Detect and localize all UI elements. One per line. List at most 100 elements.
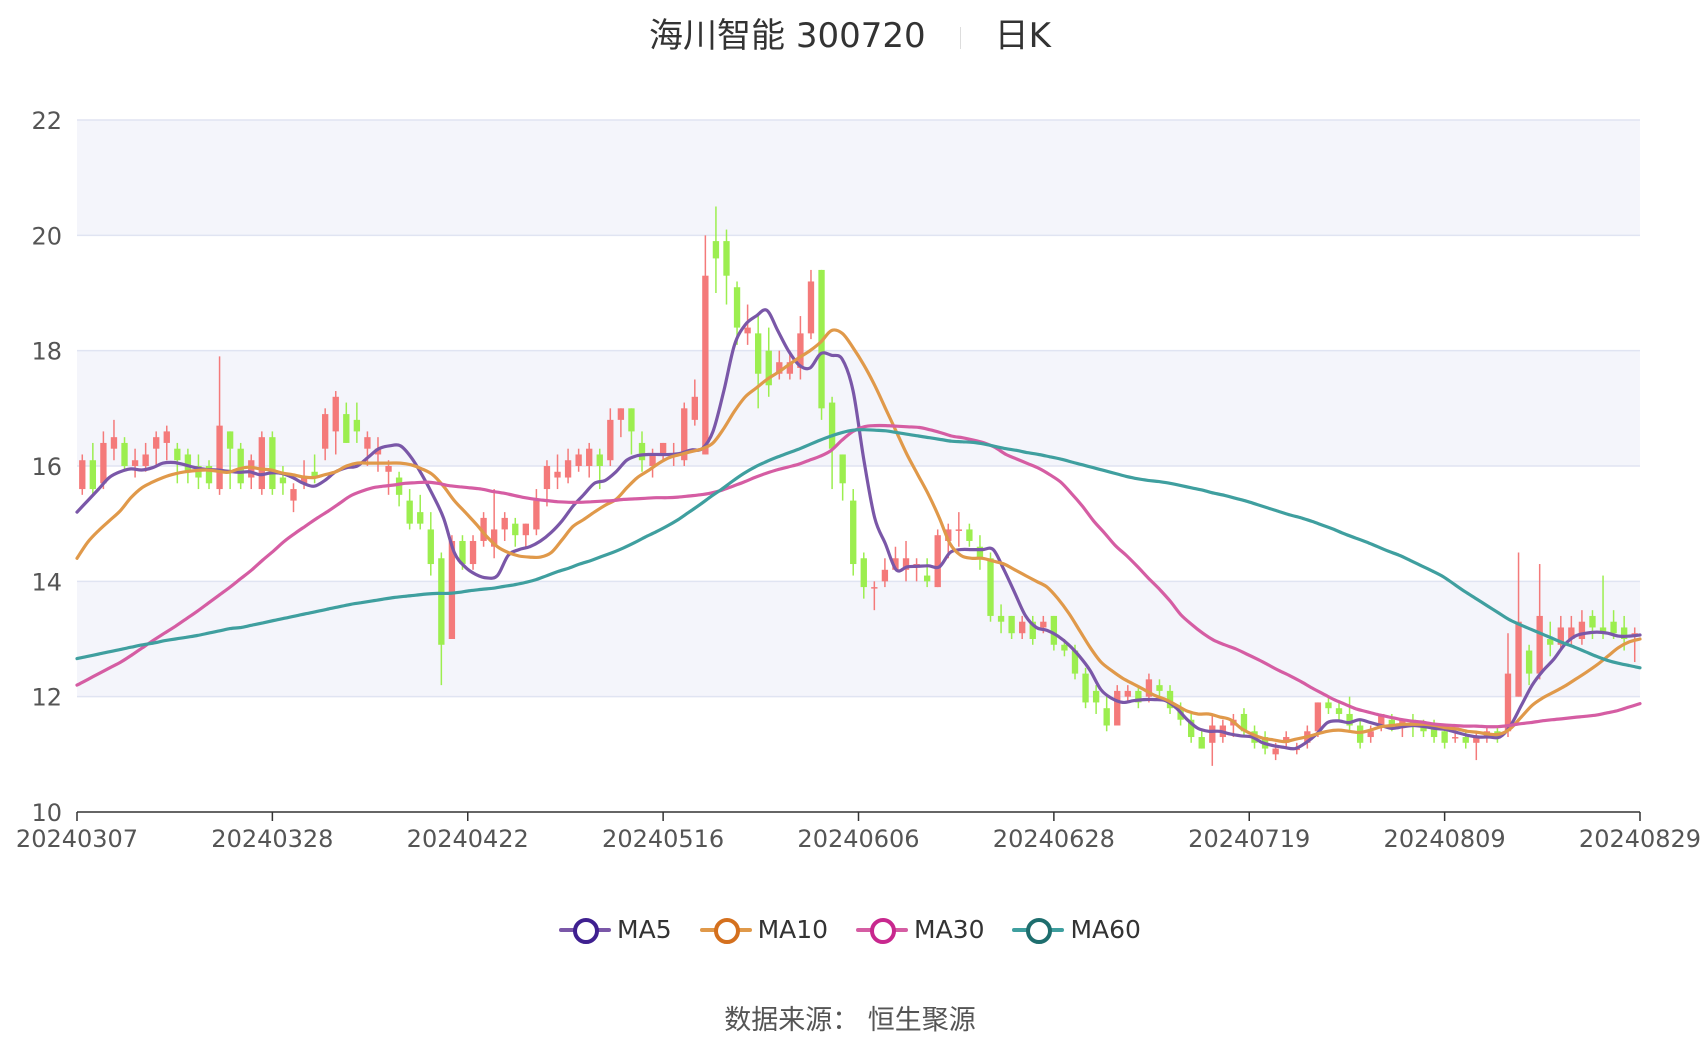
y-tick-label: 18 — [31, 338, 62, 366]
candle-body — [1515, 621, 1522, 697]
candle-body — [564, 460, 572, 478]
candle-body — [1325, 702, 1332, 709]
legend-item-ma30[interactable]: MA30 — [856, 915, 985, 944]
legend-item-ma60[interactable]: MA60 — [1012, 915, 1141, 944]
candle-body — [512, 523, 519, 536]
candle-body — [1103, 708, 1110, 726]
candle-body — [881, 569, 889, 582]
candle-body — [997, 615, 1005, 622]
candle-body — [1166, 690, 1174, 709]
candle-body — [1061, 644, 1068, 651]
candle-body — [554, 471, 561, 478]
grid-bands — [77, 120, 1640, 697]
candle-body — [205, 466, 213, 484]
candle-body — [659, 442, 667, 455]
candle-body — [1568, 627, 1575, 639]
candle-body — [1356, 725, 1364, 743]
candle-body — [1314, 702, 1322, 732]
legend-item-ma5[interactable]: MA5 — [559, 915, 672, 944]
x-tick-label: 20240328 — [211, 825, 333, 853]
axes: 10 12 14 16 18 20 22 20240307 20240328 20240422 20… — [16, 107, 1700, 853]
candle-body — [237, 448, 244, 484]
candle-body — [1135, 690, 1142, 703]
candle-body — [1536, 615, 1543, 674]
candle-body — [1071, 650, 1079, 674]
candle-body — [269, 437, 276, 490]
candle-body — [871, 587, 878, 589]
candle-body — [364, 437, 371, 449]
candle-body — [923, 575, 931, 582]
candle-body — [480, 517, 487, 541]
x-tick-label: 20240719 — [1188, 825, 1310, 853]
candle-body — [1599, 627, 1607, 634]
candle-body — [332, 396, 339, 432]
candle-body — [1378, 713, 1385, 726]
y-tick-label: 22 — [31, 107, 62, 135]
candle-body — [1008, 615, 1015, 634]
candle-body — [1114, 690, 1121, 726]
candle-body — [1209, 725, 1216, 743]
candle-body — [1367, 731, 1374, 738]
candle-body — [1092, 690, 1100, 703]
candle-body — [776, 362, 783, 374]
candle-body — [955, 529, 962, 531]
candle-body — [1040, 621, 1047, 628]
candle-body — [702, 275, 709, 455]
legend-ma5-label: MA5 — [617, 915, 672, 944]
candle-body — [850, 500, 857, 565]
legend-ma60-marker — [1012, 917, 1065, 944]
candle-body — [459, 540, 466, 565]
candle-body — [427, 529, 434, 565]
candle-body — [945, 529, 952, 541]
ma-lines — [75, 308, 1642, 751]
candle-body — [1430, 725, 1438, 738]
candle-body — [100, 442, 107, 484]
candle-body — [1631, 633, 1638, 635]
candle-body — [1557, 627, 1564, 645]
candle-body — [586, 448, 593, 466]
candle-body — [1335, 708, 1343, 714]
candle-body — [395, 477, 403, 495]
chart-title-bar: 海川智能 300720 日K — [0, 8, 1700, 57]
candle-body — [733, 287, 741, 328]
candle-body — [1525, 650, 1533, 674]
candle-body — [1620, 627, 1628, 639]
candle-body — [279, 477, 287, 484]
legend-item-ma10[interactable]: MA10 — [699, 915, 829, 944]
x-tick-label: 20240422 — [407, 825, 529, 853]
candle-body — [691, 396, 698, 420]
candle-body — [184, 454, 192, 472]
candle-body — [1589, 615, 1596, 628]
x-tick-label: 20240628 — [993, 825, 1115, 853]
candle-body — [290, 489, 297, 501]
candle-body — [216, 425, 223, 490]
candle-body — [617, 408, 625, 420]
candle-body — [343, 414, 350, 443]
period-label: 日K — [994, 16, 1051, 56]
grid-band — [77, 581, 1640, 697]
candle-body — [934, 535, 941, 588]
candle-body — [174, 448, 181, 461]
candle-body — [1452, 737, 1459, 739]
candle-body — [522, 523, 530, 536]
legend: MA5 MA10 MA30 MA60 — [0, 915, 1700, 949]
candle-body — [607, 419, 614, 461]
candle-body — [1240, 713, 1248, 732]
candle-body — [1504, 673, 1512, 732]
candle-body — [501, 517, 508, 530]
candle-body — [628, 408, 635, 432]
candle-body — [638, 442, 646, 461]
legend-ma10-label: MA10 — [757, 915, 829, 944]
candle-body — [765, 350, 772, 386]
candle-body — [1441, 731, 1448, 743]
candle-body — [1388, 719, 1395, 726]
x-tick-label: 20240829 — [1579, 825, 1700, 853]
candle-body — [121, 442, 128, 466]
candle-body — [892, 558, 899, 570]
candle-body — [987, 558, 994, 616]
candle-body — [448, 540, 456, 639]
candle-body — [902, 558, 910, 570]
grid-lines — [77, 119, 1640, 698]
candle-body — [1578, 621, 1586, 639]
candle-body — [406, 500, 413, 524]
